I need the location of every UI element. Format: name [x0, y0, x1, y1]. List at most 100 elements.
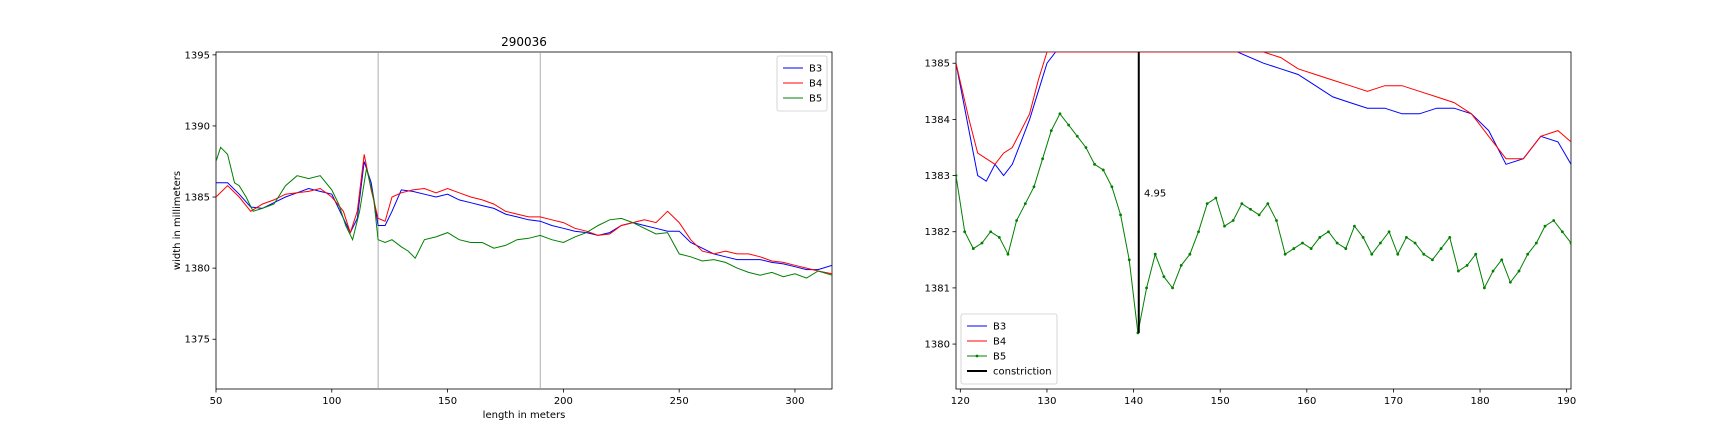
legend-label: B3	[809, 64, 822, 75]
x-tick-label: 250	[670, 396, 689, 407]
data-point	[1015, 219, 1019, 222]
y-tick-label: 1381	[925, 283, 950, 294]
x-tick-label: 150	[1211, 396, 1230, 407]
data-point	[1431, 258, 1434, 262]
data-point	[1093, 162, 1096, 166]
x-tick-label: 150	[438, 396, 457, 407]
data-point	[1266, 202, 1270, 206]
data-point	[1422, 252, 1426, 256]
data-point	[1387, 230, 1391, 234]
data-point	[1119, 213, 1122, 217]
legend-label: constriction	[993, 367, 1052, 378]
y-tick-label: 1385	[925, 59, 950, 70]
legend: B3 B4 B5	[776, 55, 828, 112]
data-point	[1327, 230, 1330, 234]
data-point	[1500, 258, 1504, 262]
y-tick-label: 1384	[925, 115, 950, 126]
data-point	[1517, 269, 1521, 273]
legend-label: B3	[993, 322, 1006, 333]
series-line-b3	[956, 52, 1571, 182]
data-point	[1379, 241, 1382, 245]
data-point	[1560, 230, 1564, 234]
legend-label: B4	[809, 79, 822, 90]
data-point	[1474, 252, 1478, 256]
data-point	[1231, 219, 1235, 222]
data-point	[1292, 247, 1296, 250]
data-point	[1067, 123, 1071, 127]
data-point	[1214, 196, 1218, 200]
x-tick-label: 100	[322, 396, 341, 407]
data-point	[956, 174, 958, 177]
data-point	[1534, 241, 1538, 245]
data-point	[1041, 157, 1045, 161]
data-point	[1197, 230, 1200, 234]
series-line-b4	[956, 52, 1571, 165]
data-point	[1223, 224, 1226, 228]
data-point	[1127, 258, 1131, 262]
x-tick-label: 300	[785, 396, 804, 407]
x-axis-title: length in meters	[483, 410, 566, 421]
data-point	[997, 235, 1001, 239]
data-point	[1179, 264, 1183, 267]
data-point	[1413, 241, 1417, 245]
y-tick-label: 1380	[925, 340, 950, 351]
data-point	[963, 230, 967, 234]
data-point	[1405, 235, 1408, 239]
data-point	[1145, 286, 1148, 290]
data-point	[1508, 280, 1512, 284]
data-point	[1569, 241, 1571, 245]
data-point	[1309, 247, 1313, 250]
legend: B3 B4 B5 constriction	[960, 313, 1058, 385]
data-point	[1526, 252, 1530, 256]
data-point	[980, 241, 984, 245]
chart-left: 290036 50 100 150 200 250 300 1375 1380 1385 1390 1…	[172, 35, 833, 421]
data-point	[1006, 252, 1010, 256]
plot-frame	[215, 51, 833, 390]
data-point	[1162, 275, 1166, 279]
chart-right: 120 130 140 150 160 170 180 190 1380 1381 1382 1383…	[925, 51, 1576, 407]
data-point	[989, 230, 993, 234]
plot-area	[956, 52, 1571, 335]
legend-label: B5	[993, 352, 1006, 363]
data-point	[1049, 129, 1053, 133]
data-point	[1353, 224, 1356, 228]
data-point	[1153, 252, 1157, 256]
data-point	[1023, 202, 1027, 206]
series-line-b5	[216, 146, 832, 279]
x-tick-label: 180	[1471, 396, 1490, 407]
data-point	[1543, 224, 1547, 228]
y-tick-label: 1380	[185, 264, 210, 275]
data-point	[1240, 202, 1244, 206]
data-point	[1439, 247, 1443, 250]
data-point	[1396, 252, 1400, 256]
data-point	[1482, 286, 1486, 290]
data-point	[1257, 213, 1261, 217]
data-point	[1318, 235, 1322, 239]
plot-area	[216, 52, 832, 389]
chart-title: 290036	[501, 35, 547, 49]
data-point	[1032, 185, 1036, 189]
data-point	[1249, 207, 1252, 211]
data-point	[1075, 134, 1079, 138]
series-line-b4	[216, 154, 832, 275]
x-tick-label: 200	[554, 396, 573, 407]
data-point	[1283, 252, 1287, 256]
data-point	[1361, 235, 1365, 239]
y-tick-label: 1375	[185, 335, 210, 346]
data-point	[1171, 286, 1174, 290]
data-point	[1335, 241, 1339, 245]
legend-label: B5	[809, 94, 822, 105]
y-axis-title: width in millimeters	[172, 171, 183, 270]
y-tick-label: 1385	[185, 193, 210, 204]
data-point	[1456, 269, 1460, 273]
data-point	[1110, 185, 1114, 189]
series-line-b5	[956, 112, 1571, 333]
x-tick-label: 190	[1557, 396, 1576, 407]
data-point	[1301, 241, 1304, 245]
x-tick-label: 50	[210, 396, 223, 407]
y-tick-label: 1395	[185, 50, 210, 61]
data-point	[1275, 219, 1278, 222]
legend-label: B4	[993, 337, 1006, 348]
data-point	[1465, 264, 1469, 267]
